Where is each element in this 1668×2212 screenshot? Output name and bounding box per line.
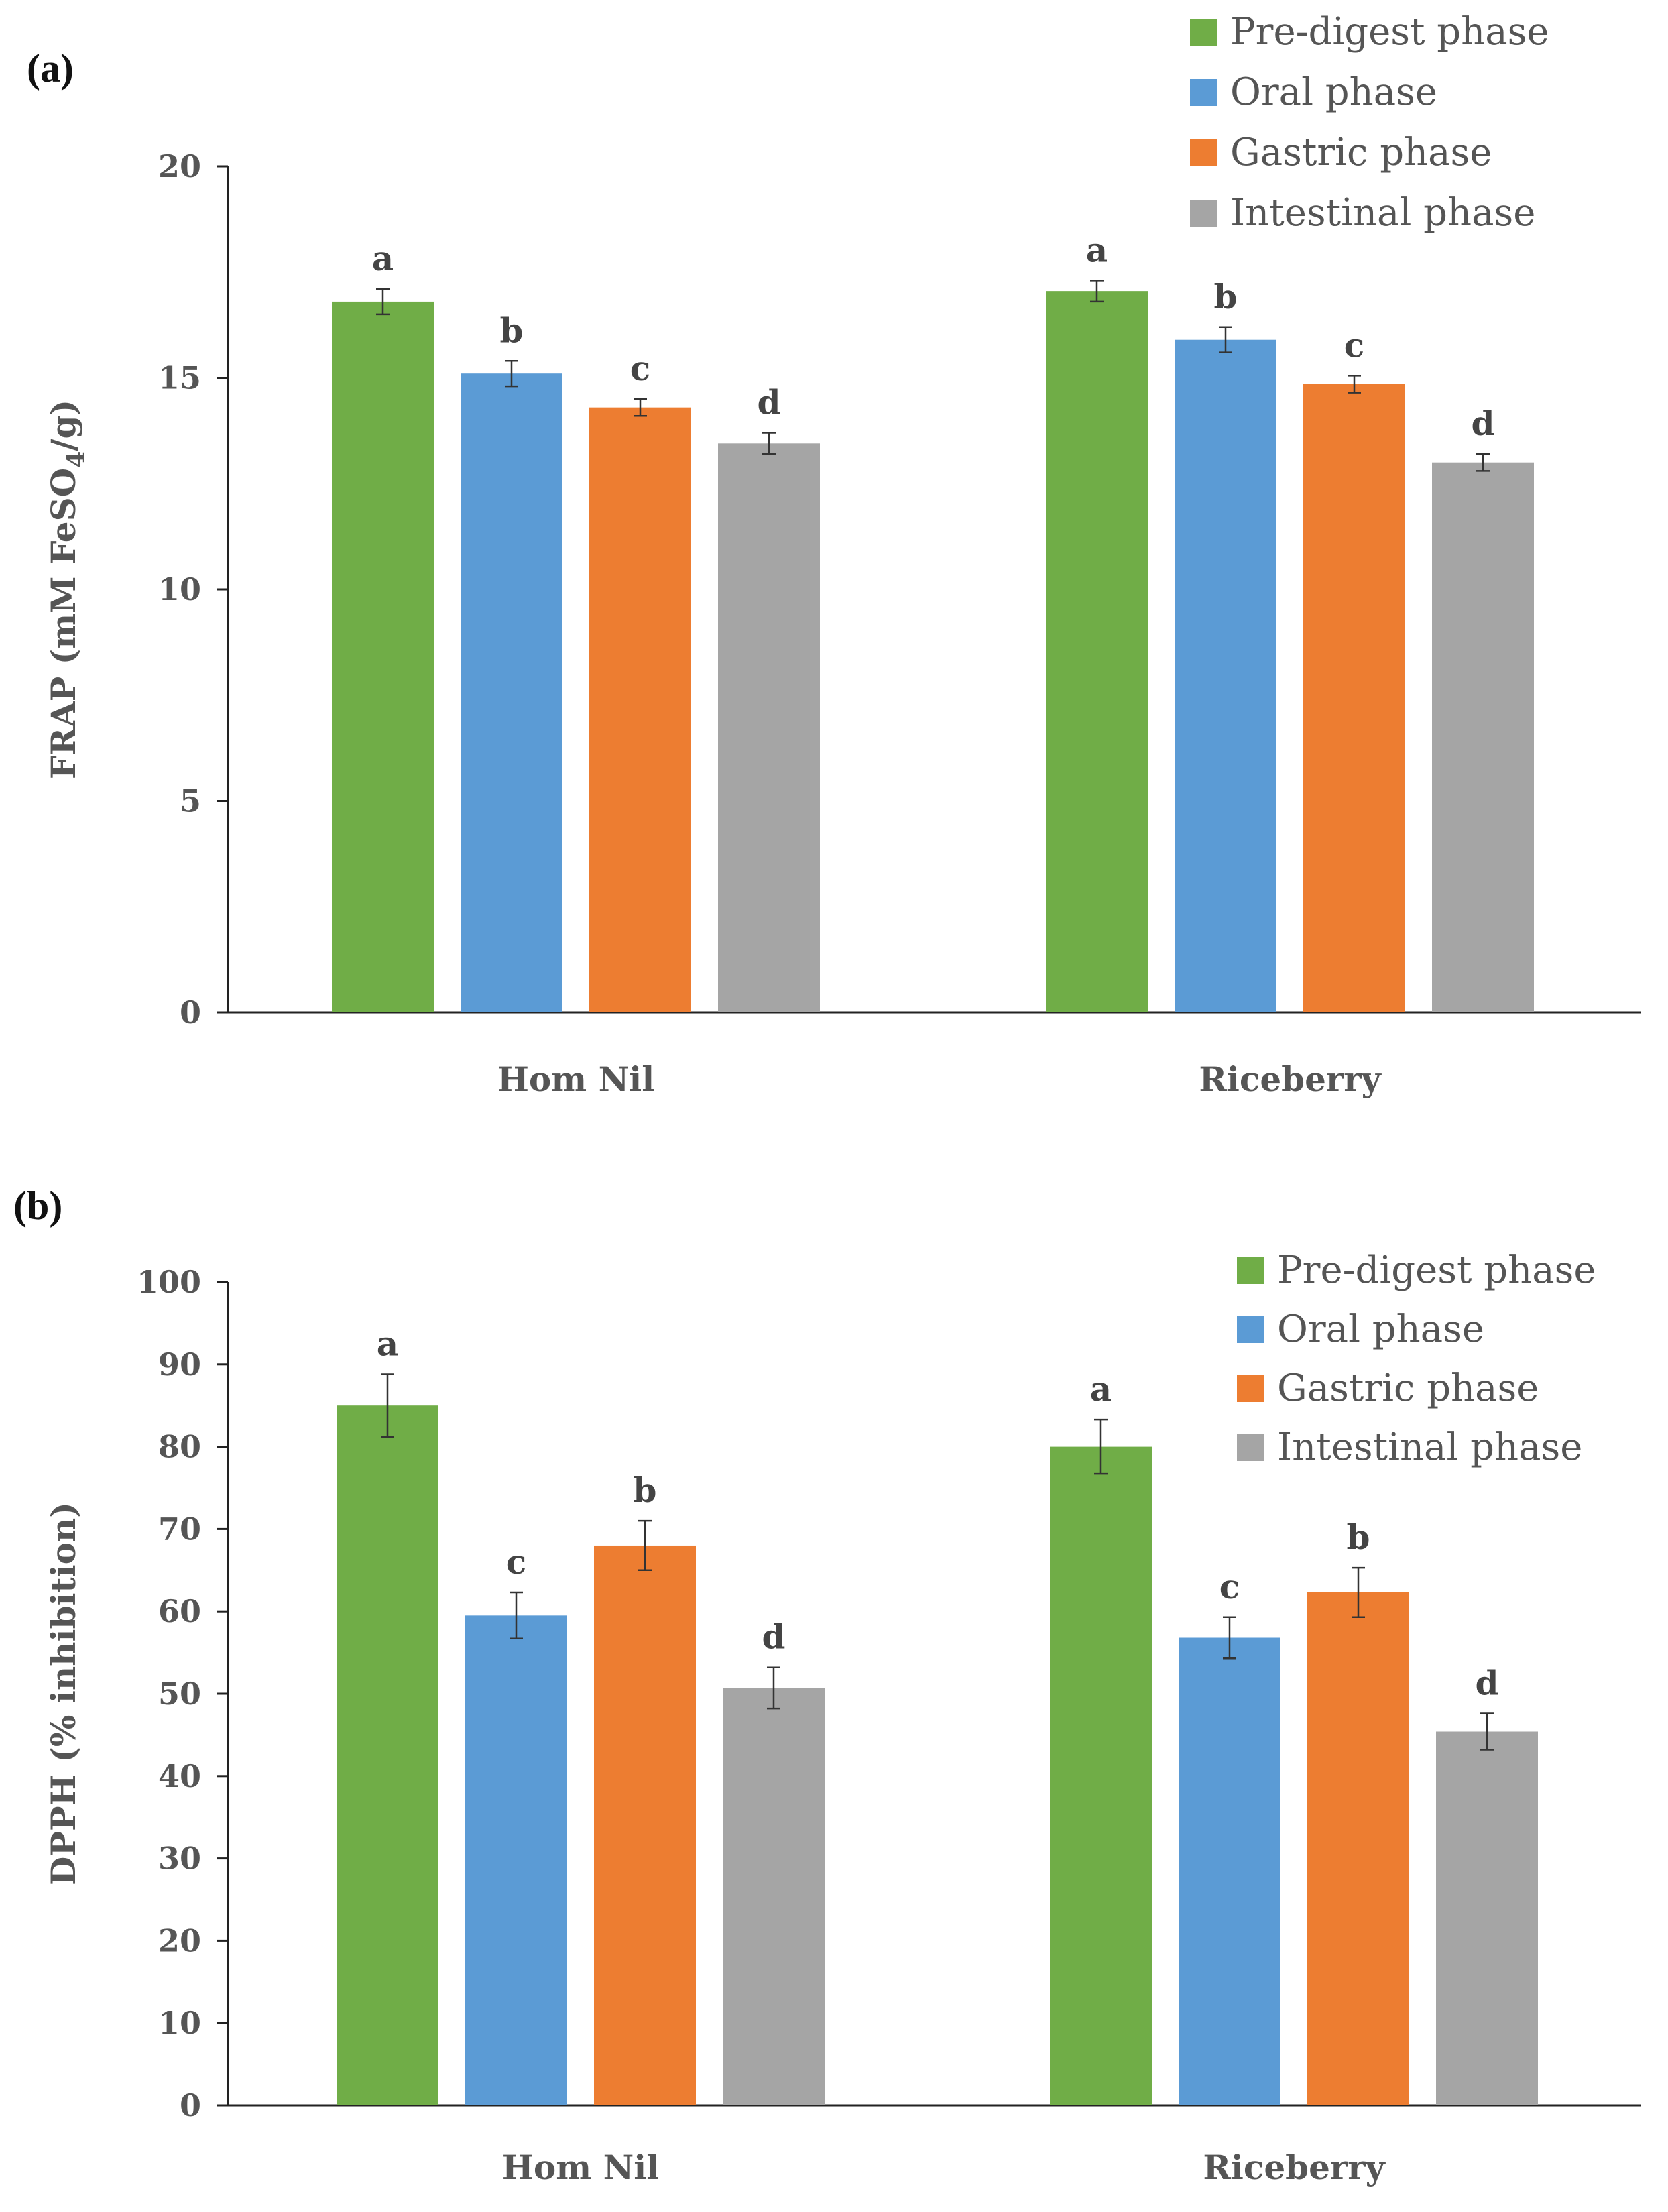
- y-tick-label: 15: [158, 360, 201, 396]
- significance-letter: d: [758, 383, 781, 422]
- legend-entry: Intestinal phase: [1277, 1425, 1582, 1469]
- y-axis-label-main: FRAP (mM FeSO: [44, 468, 83, 779]
- chart-panel-b: (b) 0 10 20 30 40 50 60 70 80 90 100 DPPH (% inhibit…: [13, 1183, 1641, 2187]
- bar-riceberry-intestinal-phase: [1432, 462, 1534, 1012]
- significance-letter: c: [1344, 325, 1364, 365]
- legend-entry: Pre-digest phase: [1277, 1248, 1596, 1292]
- x-category-label: Hom Nil: [497, 1059, 655, 1099]
- legend-swatch: [1237, 1375, 1264, 1402]
- y-tick-label: 10: [158, 2005, 201, 2041]
- significance-letter: d: [1472, 404, 1495, 443]
- panel-label: (a): [27, 46, 74, 91]
- y-tick-label: 0: [180, 994, 201, 1031]
- bar-hom-nil-oral-phase: [465, 1615, 567, 2105]
- y-tick-label: 5: [180, 783, 201, 819]
- significance-letter: a: [1090, 1369, 1112, 1409]
- bar-hom-nil-gastric-phase: [594, 1545, 696, 2105]
- y-tick-label: 100: [137, 1264, 201, 1300]
- legend-entry: Pre-digest phase: [1230, 10, 1549, 54]
- bar-hom-nil-oral-phase: [461, 373, 562, 1012]
- y-tick-label: 10: [158, 571, 201, 607]
- panel-label: (b): [13, 1183, 62, 1228]
- y-axis-label-suffix: /g): [44, 400, 83, 451]
- y-tick-label: 40: [158, 1758, 201, 1794]
- significance-letter: c: [630, 349, 650, 388]
- y-tick-label: 20: [158, 148, 201, 184]
- legend: Pre-digest phase Oral phase Gastric phase I…: [1237, 1248, 1596, 1469]
- y-tick-label: 90: [158, 1346, 201, 1383]
- significance-letter: c: [506, 1542, 526, 1582]
- significance-letter: b: [634, 1470, 657, 1510]
- y-axis-label-subscript: 4: [62, 451, 91, 468]
- legend-entry: Gastric phase: [1277, 1366, 1539, 1410]
- legend-entry: Gastric phase: [1230, 131, 1492, 174]
- y-tick-label: 60: [158, 1593, 201, 1629]
- legend-swatch: [1237, 1316, 1264, 1343]
- bar-riceberry-pre-digest-phase: [1046, 291, 1148, 1012]
- y-tick-label: 30: [158, 1841, 201, 1877]
- bar-hom-nil-intestinal-phase: [718, 443, 820, 1012]
- y-axis-label: FRAP (mM FeSO4/g): [44, 400, 91, 779]
- legend-entry: Oral phase: [1277, 1307, 1484, 1351]
- legend-swatch: [1190, 79, 1217, 106]
- y-tick-label: 50: [158, 1676, 201, 1712]
- significance-letter: b: [1214, 277, 1238, 316]
- legend-swatch: [1190, 139, 1217, 166]
- x-category-label: Hom Nil: [502, 2148, 660, 2187]
- significance-letter: b: [500, 310, 524, 350]
- y-axis-label-main: DPPH (% inhibition): [44, 1502, 83, 1885]
- y-tick-label: 70: [158, 1511, 201, 1547]
- y-axis-label: DPPH (% inhibition): [44, 1502, 83, 1885]
- bar-riceberry-intestinal-phase: [1436, 1731, 1538, 2105]
- bar-riceberry-oral-phase: [1175, 339, 1276, 1013]
- bar-hom-nil-pre-digest-phase: [337, 1405, 438, 2105]
- y-tick-label: 80: [158, 1429, 201, 1465]
- legend-entry: Oral phase: [1230, 70, 1437, 114]
- y-tick-label: 0: [180, 2087, 201, 2123]
- y-tick-label: 20: [158, 1922, 201, 1959]
- bar-riceberry-gastric-phase: [1307, 1592, 1409, 2105]
- significance-letter: c: [1219, 1567, 1240, 1607]
- legend-swatch: [1237, 1257, 1264, 1284]
- bar-riceberry-oral-phase: [1179, 1637, 1280, 2105]
- bar-riceberry-gastric-phase: [1303, 384, 1405, 1012]
- significance-letter: a: [377, 1324, 398, 1364]
- legend-entry: Intestinal phase: [1230, 191, 1535, 235]
- x-category-label: Riceberry: [1199, 1059, 1382, 1099]
- bar-hom-nil-gastric-phase: [589, 407, 691, 1012]
- chart-panel-a: (a) 0 5 10 15 20 FRAP (mM FeSO4/g) a b c d Hom Nil a…: [27, 10, 1641, 1099]
- legend-swatch: [1190, 200, 1217, 227]
- bar-hom-nil-intestinal-phase: [723, 1688, 825, 2105]
- significance-letter: a: [372, 239, 394, 278]
- significance-letter: d: [1476, 1663, 1499, 1702]
- x-category-label: Riceberry: [1203, 2148, 1386, 2187]
- legend: Pre-digest phase Oral phase Gastric phase I…: [1190, 10, 1549, 235]
- significance-letter: a: [1086, 230, 1108, 270]
- bar-hom-nil-pre-digest-phase: [332, 301, 434, 1012]
- significance-letter: b: [1347, 1517, 1370, 1557]
- legend-swatch: [1190, 19, 1217, 46]
- bar-riceberry-pre-digest-phase: [1050, 1446, 1152, 2105]
- legend-swatch: [1237, 1434, 1264, 1461]
- significance-letter: d: [762, 1617, 786, 1657]
